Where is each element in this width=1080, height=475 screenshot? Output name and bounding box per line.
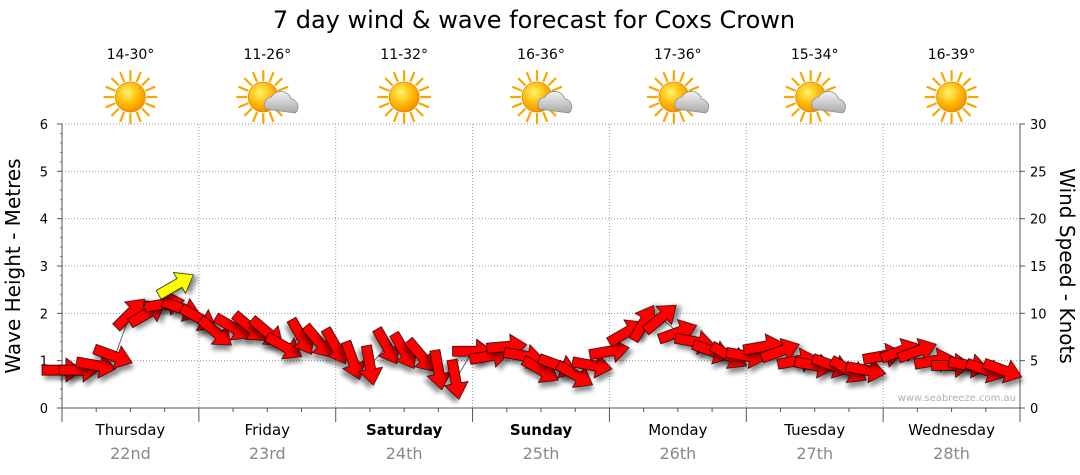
watermark: www.seabreeze.com.au [898, 393, 1016, 404]
wind-arrow [92, 343, 133, 370]
wind-arrow [196, 315, 232, 346]
y-left-tick-label: 0 [40, 402, 48, 417]
y-right-tick-label: 10 [1030, 307, 1047, 322]
y-left-tick-label: 5 [40, 165, 48, 180]
day-name-label: Friday [245, 421, 291, 439]
day-date-label: 23rd [249, 444, 286, 463]
wind-arrow [554, 360, 594, 388]
sun-icon [377, 69, 432, 125]
sun-cloud-icon [783, 69, 846, 125]
day-date-label: 28th [933, 444, 970, 463]
day-temp-range: 16-36° [517, 47, 565, 63]
wind-arrow [759, 338, 800, 364]
wind-arrow [340, 339, 366, 381]
y-right-tick-label: 0 [1030, 402, 1038, 417]
y-right-tick-label: 20 [1030, 213, 1047, 228]
wind-arrow [426, 349, 452, 391]
wind-arrow [75, 353, 117, 379]
sun-cloud-icon [646, 69, 710, 125]
y-right-tick-label: 30 [1030, 118, 1047, 133]
wind-arrow [372, 326, 400, 365]
y-left-tick-label: 2 [40, 307, 48, 322]
y-right-tick-label: 15 [1030, 260, 1047, 275]
day-name-label: Sunday [510, 421, 573, 439]
day-name-label: Saturday [366, 421, 443, 439]
wind-arrow [301, 322, 332, 358]
y-left-axis-label: Wave Height - Metres [1, 158, 25, 373]
y-left-tick-label: 1 [40, 355, 48, 370]
day-date-label: 24th [386, 444, 423, 463]
day-temp-range: 17-36° [654, 47, 702, 63]
day-date-label: 25th [523, 444, 560, 463]
day-temp-range: 14-30° [107, 47, 155, 63]
chart-title: 7 day wind & wave forecast for Coxs Crow… [273, 6, 795, 34]
wind-arrow [641, 304, 677, 336]
day-date-label: 22nd [110, 444, 151, 463]
day-name-label: Wednesday [908, 421, 995, 439]
wind-arrow [404, 336, 435, 372]
day-name-label: Thursday [95, 421, 166, 439]
day-date-label: 26th [659, 444, 696, 463]
day-temp-range: 15-34° [791, 47, 839, 63]
wind-arrow [981, 358, 1023, 384]
day-date-label: 27th [796, 444, 833, 463]
wind-arrow [628, 304, 657, 344]
day-name-label: Tuesday [783, 421, 845, 439]
gust-arrow [155, 272, 194, 300]
wind-arrow [845, 358, 887, 384]
y-left-tick-label: 4 [40, 213, 48, 228]
wind-arrow [896, 338, 937, 364]
day-temp-range: 11-26° [243, 47, 291, 63]
wind-arrow [443, 358, 469, 400]
wind-arrow [112, 298, 145, 332]
sun-cloud-icon [509, 69, 573, 125]
day-name-label: Monday [648, 421, 707, 439]
y-right-tick-label: 25 [1030, 165, 1047, 180]
wind-arrow [264, 331, 303, 360]
wind-arrow [571, 353, 613, 379]
wind-arrow [358, 344, 384, 386]
sun-icon [103, 69, 158, 125]
day-temp-range: 16-39° [928, 47, 976, 63]
y-right-tick-label: 5 [1030, 355, 1038, 370]
y-left-tick-label: 3 [40, 260, 48, 275]
y-left-tick-label: 6 [40, 118, 48, 133]
y-right-axis-label: Wind Speed - Knots [1055, 168, 1079, 364]
sun-icon [924, 69, 979, 125]
sun-cloud-icon [236, 69, 299, 125]
day-temp-range: 11-32° [380, 47, 428, 63]
